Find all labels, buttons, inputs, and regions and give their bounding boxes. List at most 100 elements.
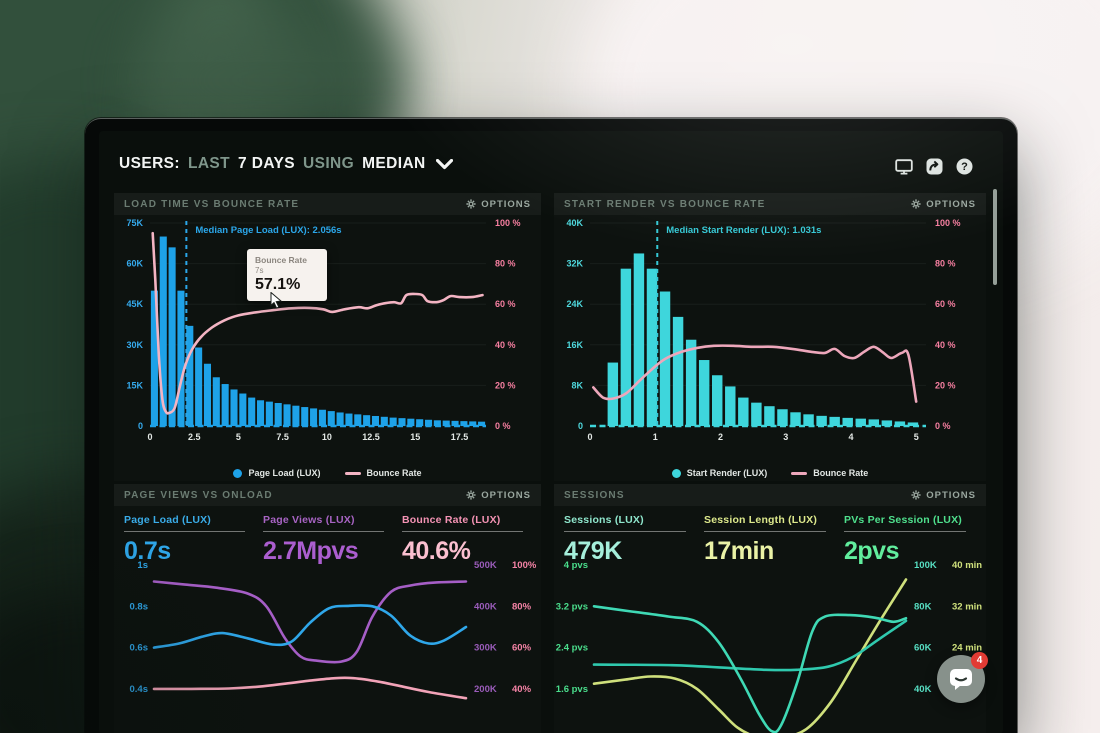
options-label: OPTIONS xyxy=(481,198,531,210)
header-using-label: USING xyxy=(303,155,355,172)
sessions-chart[interactable]: 4 pvs 100K 40 min 3.2 pvs 80K 32 min 2.4 pvs 60… xyxy=(554,558,986,733)
load-time-chart[interactable]: 75K 100 % 60K 80 % 45K 60 % 30K 40 % 15K 20 % 0 0 %… xyxy=(114,215,541,459)
metric-divider xyxy=(564,531,686,532)
metric-session-length: Session Length (LUX) 17min xyxy=(704,514,844,566)
svg-text:40K: 40K xyxy=(914,684,932,695)
svg-text:30K: 30K xyxy=(126,340,143,350)
svg-text:75K: 75K xyxy=(126,218,143,228)
metric-sessions: Sessions (LUX) 479K xyxy=(564,514,704,566)
metric-label: Page Load (LUX) xyxy=(124,514,212,526)
header-days-label: 7 DAYS xyxy=(238,155,296,172)
scrollbar-thumb[interactable] xyxy=(993,189,997,285)
svg-text:20 %: 20 % xyxy=(935,380,956,390)
help-icon[interactable]: ? xyxy=(956,158,973,175)
options-button[interactable]: OPTIONS xyxy=(466,199,531,210)
svg-text:Median Page Load (LUX): 2.056s: Median Page Load (LUX): 2.056s xyxy=(195,225,341,236)
metric-value: 479K xyxy=(564,537,622,565)
gear-icon xyxy=(911,199,921,209)
options-label: OPTIONS xyxy=(926,198,976,210)
svg-text:1: 1 xyxy=(653,432,658,442)
svg-text:60 %: 60 % xyxy=(495,299,516,309)
panel-title: PAGE VIEWS VS ONLOAD xyxy=(124,489,273,501)
svg-text:2.5: 2.5 xyxy=(188,432,201,442)
users-range-dropdown[interactable]: USERS: LAST 7 DAYS USING MEDIAN xyxy=(119,155,453,173)
svg-text:15: 15 xyxy=(410,432,420,442)
metric-divider xyxy=(402,531,523,532)
svg-text:4: 4 xyxy=(848,432,853,442)
tooltip-title: Bounce Rate xyxy=(255,255,307,265)
options-button[interactable]: OPTIONS xyxy=(911,490,976,501)
hover-tooltip: Bounce Rate 7s 57.1% xyxy=(247,249,327,301)
svg-text:5: 5 xyxy=(914,432,919,442)
svg-text:45K: 45K xyxy=(126,299,143,309)
options-label: OPTIONS xyxy=(926,489,976,501)
svg-text:80 %: 80 % xyxy=(495,259,516,269)
svg-text:10: 10 xyxy=(322,432,332,442)
metric-label: Page Views (LUX) xyxy=(263,514,355,526)
metric-summary-row: Page Load (LUX) 0.7s Page Views (LUX) 2.… xyxy=(114,506,541,566)
display-icon[interactable] xyxy=(895,158,913,175)
svg-text:500K: 500K xyxy=(474,560,497,571)
panel-title: SESSIONS xyxy=(564,489,625,501)
share-export-icon[interactable] xyxy=(926,158,943,175)
panel-header: LOAD TIME VS BOUNCE RATE OPTIONS xyxy=(114,193,541,215)
svg-text:16K: 16K xyxy=(566,340,583,350)
page-views-onload-chart[interactable]: 1s 500K 100% 0.8s 400K 80% 0.6s 300K 60% 0.4s 200K… xyxy=(114,558,541,733)
panel-page-views-vs-onload: PAGE VIEWS VS ONLOAD OPTIONS Page Load (… xyxy=(114,484,541,733)
gear-icon xyxy=(466,199,476,209)
svg-text:80%: 80% xyxy=(512,601,532,612)
dashboard-screen: USERS: LAST 7 DAYS USING MEDIAN xyxy=(99,131,1003,733)
svg-text:0 %: 0 % xyxy=(495,421,511,431)
header-toolbar: ? xyxy=(895,158,973,175)
svg-text:20 %: 20 % xyxy=(495,380,516,390)
svg-text:40%: 40% xyxy=(512,684,532,695)
start-render-chart[interactable]: 40K 100 % 32K 80 % 24K 60 % 16K 40 % 8K 20 % 0 0 % 0… xyxy=(554,215,986,459)
metric-summary-row: Sessions (LUX) 479K Session Length (LUX)… xyxy=(554,506,986,566)
metric-divider xyxy=(704,531,826,532)
svg-text:15K: 15K xyxy=(126,380,143,390)
metric-value: 2.7Mpvs xyxy=(263,537,359,565)
chat-widget-button[interactable]: 4 xyxy=(937,652,988,703)
svg-text:2: 2 xyxy=(718,432,723,442)
svg-text:400K: 400K xyxy=(474,601,497,612)
svg-text:Median Start Render (LUX): 1.0: Median Start Render (LUX): 1.031s xyxy=(666,225,821,236)
legend-dot-swatch xyxy=(233,468,243,478)
svg-text:0 %: 0 % xyxy=(935,421,951,431)
svg-text:24K: 24K xyxy=(566,299,583,309)
legend-dot-swatch xyxy=(671,468,681,478)
options-label: OPTIONS xyxy=(481,489,531,501)
legend-label: Bounce Rate xyxy=(366,468,422,478)
svg-text:300K: 300K xyxy=(474,643,497,654)
svg-text:0.8s: 0.8s xyxy=(130,601,149,612)
metric-page-load: Page Load (LUX) 0.7s xyxy=(124,514,263,566)
legend-line-swatch xyxy=(344,471,361,475)
svg-text:?: ? xyxy=(961,161,968,173)
options-button[interactable]: OPTIONS xyxy=(911,199,976,210)
svg-text:0: 0 xyxy=(138,421,143,431)
svg-text:40 %: 40 % xyxy=(935,340,956,350)
legend-label: Start Render (LUX) xyxy=(686,468,768,478)
svg-text:4 pvs: 4 pvs xyxy=(564,560,588,571)
svg-text:3: 3 xyxy=(783,432,788,442)
panel-header: START RENDER VS BOUNCE RATE OPTIONS xyxy=(554,193,986,215)
svg-text:40 %: 40 % xyxy=(495,340,516,350)
panel-header: SESSIONS OPTIONS xyxy=(554,484,986,506)
svg-text:5: 5 xyxy=(236,432,241,442)
svg-text:24 min: 24 min xyxy=(952,643,982,654)
svg-text:0: 0 xyxy=(147,432,152,442)
svg-text:200K: 200K xyxy=(474,684,497,695)
svg-text:60K: 60K xyxy=(914,643,932,654)
chat-bubble-icon xyxy=(950,669,972,690)
svg-text:80K: 80K xyxy=(914,601,932,612)
header-users-label: USERS: xyxy=(119,155,180,172)
dashboard-header: USERS: LAST 7 DAYS USING MEDIAN xyxy=(119,155,987,181)
legend-label: Bounce Rate xyxy=(813,468,869,478)
metric-bounce-rate: Bounce Rate (LUX) 40.6% xyxy=(402,514,541,566)
metric-divider xyxy=(844,531,966,532)
svg-text:17.5: 17.5 xyxy=(451,432,469,442)
svg-text:40K: 40K xyxy=(566,218,583,228)
options-button[interactable]: OPTIONS xyxy=(466,490,531,501)
header-last-label: LAST xyxy=(187,155,231,172)
panel-title: START RENDER VS BOUNCE RATE xyxy=(564,198,766,210)
